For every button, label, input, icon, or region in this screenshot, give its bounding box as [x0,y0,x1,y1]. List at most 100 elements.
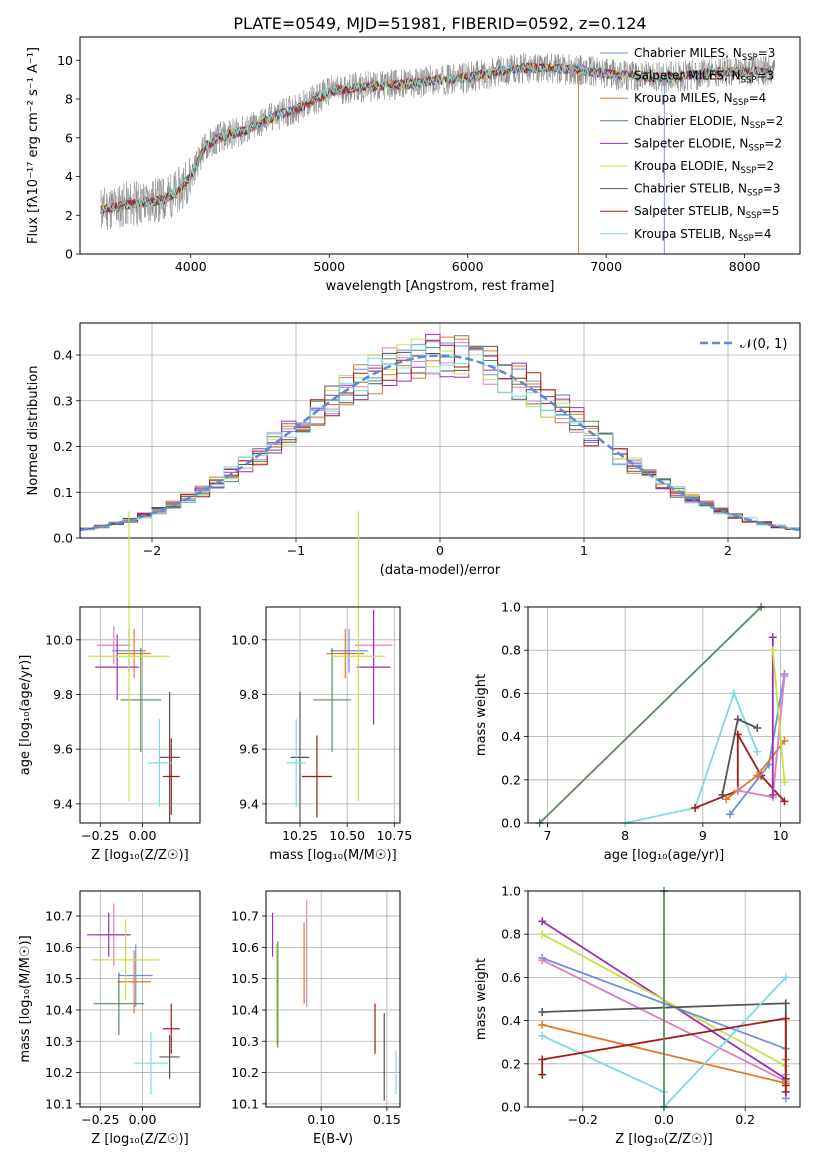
residuals-xtick-label: −2 [143,543,161,558]
residuals-xtick-label: −1 [287,543,305,558]
age_vs_mass-xtick-label: 10.25 [282,828,318,843]
weight_vs_age-content [535,603,789,827]
weight_vs_age-marker-salpeter_elodie [768,790,777,799]
mass_vs_Z-ytick-label: 10.5 [45,971,73,986]
mass_vs_Z-xtick-label: 0.00 [129,1112,157,1127]
weight_vs_age-xtick-label: 8 [621,828,629,843]
weight_vs_age-marker-kroupa_elodie [780,777,789,786]
age_vs_Z-ytick-label: 9.6 [53,742,73,757]
spectrum-xtick-label: 6000 [452,259,484,274]
legend-label-kroupa_miles: Kroupa MILES, NSSP=4 [634,91,766,108]
weight_vs_age-xtick-label: 7 [543,828,551,843]
mass_vs_Z-ytick-label: 10.3 [45,1034,73,1049]
spectrum-ylabel: Flux [fλ10⁻¹⁷ erg cm⁻² s⁻¹ A⁻¹] [26,47,41,244]
weight_vs_age-xtick-label: 9 [699,828,707,843]
legend-label-salpeter_miles: Salpeter MILES, NSSP=3 [634,69,774,86]
spectrum-xtick-label: 8000 [729,259,761,274]
spectrum-ytick-label: 0 [65,247,73,262]
age_vs_mass-xtick-label: 10.50 [329,828,365,843]
weight_vs_age-ytick-label: 1.0 [501,600,521,615]
mass_vs_ebv-ytick-label: 10.1 [231,1096,259,1111]
weight_vs_Z-ylabel: mass weight [474,958,489,1040]
residuals-ytick-label: 0.4 [53,348,73,363]
age_vs_Z-xlabel: Z [log₁₀(Z/Z☉)] [91,848,188,863]
mass_vs_Z-ytick-label: 10.7 [45,909,73,924]
weight_vs_age-ytick-label: 0.8 [501,643,521,658]
weight_vs_Z-marker-salpeter_stelib [538,1070,547,1079]
histogram-step-kroupa_stelib [80,344,800,530]
weight_vs_age-line-kroupa_elodie [771,650,786,783]
spectrum-xtick-label: 4000 [175,259,207,274]
spectrum-xlabel: wavelength [Angstrom, rest frame] [326,279,555,294]
mass_vs_ebv-xtick-label: 0.10 [307,1112,335,1127]
weight_vs_Z-xtick-label: 0.0 [654,1112,674,1127]
weight_vs_Z-marker-kroupa_stelib [781,973,790,982]
spectrum-ytick-label: 6 [65,130,73,145]
weight_vs_Z-marker-chabrier_stelib [781,999,790,1008]
weight_vs_age-line-chabrier_stelib [721,718,758,796]
spectrum-model-line-kroupa_stelib [100,63,773,215]
residuals-ytick-label: 0.2 [53,439,73,454]
weight_vs_Z-xlabel: Z [log₁₀(Z/Z☉)] [615,1132,712,1147]
mass_vs_Z-frame [79,890,201,1108]
weight_vs_Z-marker-chabrier_stelib [538,1007,547,1016]
weight_vs_age-marker-salpeter_elodie [768,633,777,642]
spectrum-lines [100,52,776,254]
residuals-ytick-label: 0.1 [53,485,73,500]
spectrum-panel: 4000 5000 6000 7000 8000 0 2 4 6 8 10 wavelength [A… [26,36,801,294]
mass_vs_ebv-frame [265,890,401,1108]
weight_vs_age-marker-kroupa_stelib [753,747,762,756]
legend-label-salpeter_stelib: Salpeter STELIB, NSSP=5 [634,204,779,221]
weight_vs_age-xlabel: age [log₁₀(age/yr)] [604,848,725,863]
age_vs_Z-xtick-label: 0.00 [129,828,157,843]
weight_vs_age-ytick-label: 0.2 [501,772,521,787]
residuals-xtick-label: 0 [436,543,444,558]
age_vs_Z-frame [79,606,201,824]
weight_vs_age-ylabel: mass weight [474,674,489,756]
residuals-legend: 𝒩(0, 1) [700,337,787,352]
spectrum-ytick-label: 10 [57,53,73,68]
weight_vs_age-marker-chabrier_miles [726,810,735,819]
age_vs_mass-xtick-label: 10.75 [376,828,412,843]
legend-label-kroupa_stelib: Kroupa STELIB, NSSP=4 [634,227,772,244]
age_vs_Z-ytick-label: 9.8 [53,687,73,702]
residuals-xlabel: (data-model)/error [380,563,501,578]
weight_vs_age-marker-kroupa_elodie [768,646,777,655]
weight_vs_Z-ytick-label: 0.6 [501,970,521,985]
residuals-panel: −2 −1 0 1 2 0.0 0.1 0.2 0.3 0.4 (data-model)/error… [26,322,801,578]
age_vs_mass-frame [265,606,401,824]
mass_vs_ebv-ytick-label: 10.7 [231,909,259,924]
mass_vs_Z-ytick-label: 10.1 [45,1096,73,1111]
mass_vs_Z-ytick-label: 10.4 [45,1002,73,1017]
weight_vs_Z-marker-salpeter_elodie [538,917,547,926]
weight_vs_Z-xtick-label: 0.2 [735,1112,755,1127]
weight_vs_Z-ytick-label: 1.0 [501,884,521,899]
mass_vs_ebv-ytick-label: 10.4 [231,1002,259,1017]
spectrum-ytick-label: 2 [65,208,73,223]
mass_vs_ebv-ytick-label: 10.6 [231,940,259,955]
weight_vs_Z-ytick-label: 0.4 [501,1013,521,1028]
normal-legend-label: 𝒩(0, 1) [740,337,787,352]
spectrum-legend: Chabrier MILES, NSSP=3 Salpeter MILES, NS… [600,46,783,244]
residuals-ytick-label: 0.0 [53,531,73,546]
age_vs_Z-content [88,511,180,823]
weight_vs_Z-marker-kroupa_stelib [538,1031,547,1040]
weight_vs_Z-ytick-label: 0.2 [501,1056,521,1071]
spectrum-frame [79,36,801,255]
weight_vs_age-marker-chabrier_stelib [718,790,727,799]
age_vs_Z-xtick-label: −0.25 [81,828,119,843]
residuals-frame [79,322,801,539]
mass_vs_Z-content [86,903,180,1095]
spectrum-ytick-label: 4 [65,169,73,184]
normal-curve [79,354,801,532]
legend-label-salpeter_elodie: Salpeter ELODIE, NSSP=2 [634,136,782,153]
weight_vs_Z-marker-kroupa_elodie [538,930,547,939]
residuals-xtick-label: 1 [580,543,588,558]
mass_vs_Z-ytick-label: 10.6 [45,940,73,955]
weight_vs_age-marker-chabrier_stelib [733,715,742,724]
age_vs_Z-ytick-label: 9.4 [53,796,73,811]
mass_vs_Z-xlabel: Z [log₁₀(Z/Z☉)] [91,1132,188,1147]
weight_vs_Z-marker-salpeter_stelib [781,1081,790,1090]
